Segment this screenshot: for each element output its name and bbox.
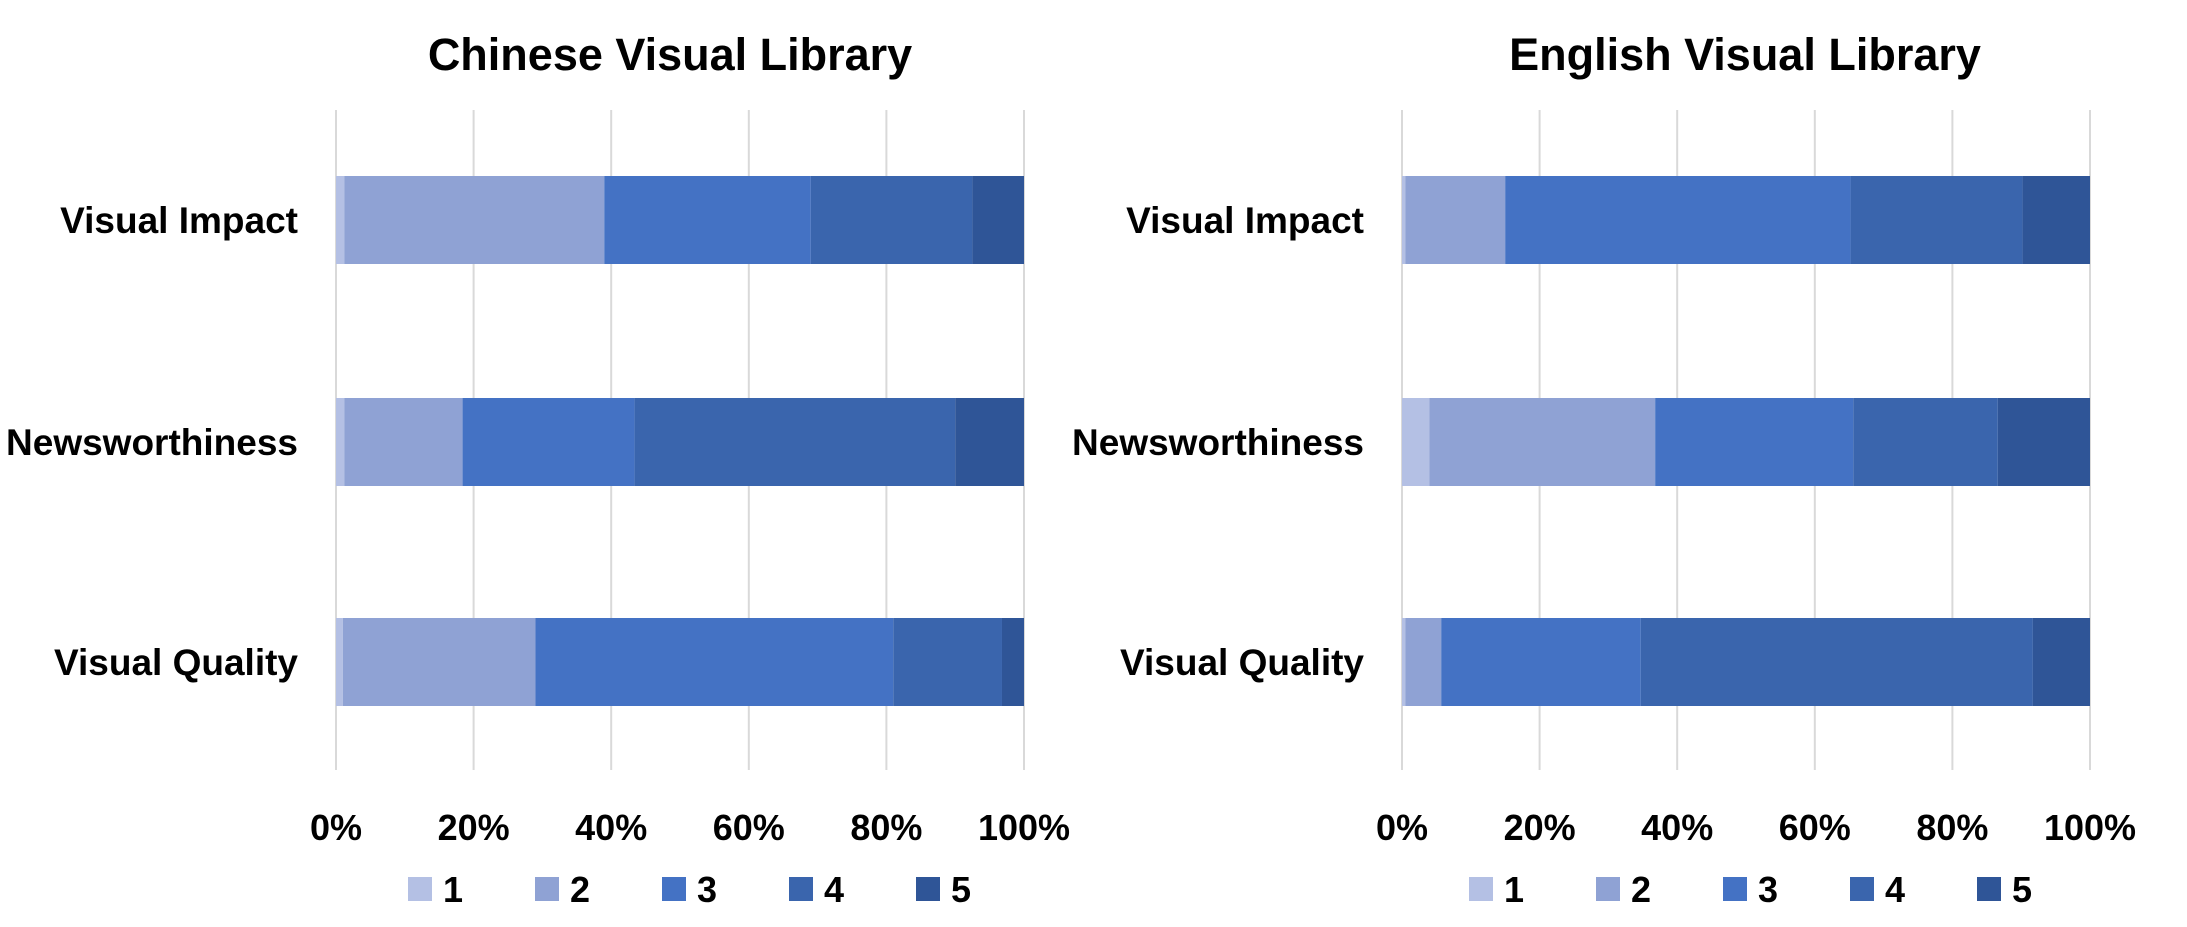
x-tick-label: 80% [850, 807, 922, 848]
category-label: Visual Impact [1126, 200, 1364, 241]
bar-segment-series-4 [1850, 176, 2023, 264]
bar-segment-series-4 [810, 176, 973, 264]
legend-swatch [1850, 877, 1874, 901]
x-tick-label: 60% [713, 807, 785, 848]
bar-segment-series-5 [955, 398, 1024, 486]
chart-panel-chinese: Chinese Visual Library 0% 20% 40% 60% 80% 100%… [6, 29, 1070, 910]
legend-swatch [535, 877, 559, 901]
bar-segment-series-1 [336, 398, 345, 486]
bar-segment-series-2 [344, 176, 605, 264]
chart-panel-english: English Visual Library 0% 20% 40% 60% 80% 100%… [1072, 29, 2136, 910]
bar-segment-series-4 [634, 398, 956, 486]
bar-segment-series-2 [342, 618, 536, 706]
x-tick-label: 80% [1916, 807, 1988, 848]
bar-segment-series-5 [1001, 618, 1024, 706]
bar-segment-series-5 [972, 176, 1024, 264]
legend-swatch [662, 877, 686, 901]
bar-segment-series-3 [604, 176, 811, 264]
bar-segment-series-3 [1441, 618, 1641, 706]
bar-segment-series-3 [1655, 398, 1854, 486]
bar-segment-series-2 [344, 398, 463, 486]
legend-swatch [916, 877, 940, 901]
bar-segment-series-2 [1429, 398, 1656, 486]
category-label: Newsworthiness [1072, 422, 1364, 463]
bar-segment-series-1 [1402, 176, 1406, 264]
category-label: Visual Quality [54, 642, 298, 683]
legend-swatch [1596, 877, 1620, 901]
bar-segment-series-1 [336, 618, 343, 706]
x-tick-label: 100% [978, 807, 1070, 848]
x-tick-label: 40% [1641, 807, 1713, 848]
category-label: Visual Quality [1120, 642, 1364, 683]
legend-label: 4 [824, 869, 844, 910]
legend-label: 4 [1885, 869, 1905, 910]
legend-label: 1 [1504, 869, 1524, 910]
bar-segment-series-3 [535, 618, 894, 706]
legend-label: 5 [2012, 869, 2032, 910]
bar-segment-series-5 [1997, 398, 2090, 486]
legend-label: 1 [443, 869, 463, 910]
x-tick-label: 20% [1504, 807, 1576, 848]
bar-segment-series-1 [336, 176, 345, 264]
bar-segment-series-3 [462, 398, 635, 486]
x-tick-label: 100% [2044, 807, 2136, 848]
x-tick-label: 0% [1376, 807, 1428, 848]
bar-segment-series-5 [2032, 618, 2090, 706]
bar-segment-series-5 [2022, 176, 2090, 264]
bar-segment-series-3 [1505, 176, 1851, 264]
legend-label: 3 [1758, 869, 1778, 910]
x-tick-label: 0% [310, 807, 362, 848]
bar-segment-series-1 [1402, 398, 1430, 486]
x-tick-label: 40% [575, 807, 647, 848]
x-tick-label: 20% [438, 807, 510, 848]
category-label: Visual Impact [60, 200, 298, 241]
bar-segment-series-4 [1640, 618, 2033, 706]
legend-swatch [1723, 877, 1747, 901]
x-tick-label: 60% [1779, 807, 1851, 848]
legend-swatch [1469, 877, 1493, 901]
legend-swatch [789, 877, 813, 901]
legend-swatch [1977, 877, 2001, 901]
bar-segment-series-4 [1853, 398, 1998, 486]
bar-segment-series-1 [1402, 618, 1406, 706]
legend-label: 5 [951, 869, 971, 910]
legend-label: 2 [570, 869, 590, 910]
chart-title: Chinese Visual Library [428, 29, 912, 80]
legend-label: 2 [1631, 869, 1651, 910]
category-label: Newsworthiness [6, 422, 298, 463]
chart-title: English Visual Library [1509, 29, 1981, 80]
legend-label: 3 [697, 869, 717, 910]
bar-segment-series-4 [893, 618, 1002, 706]
bar-segment-series-2 [1405, 176, 1506, 264]
bar-segment-series-2 [1405, 618, 1442, 706]
legend-swatch [408, 877, 432, 901]
